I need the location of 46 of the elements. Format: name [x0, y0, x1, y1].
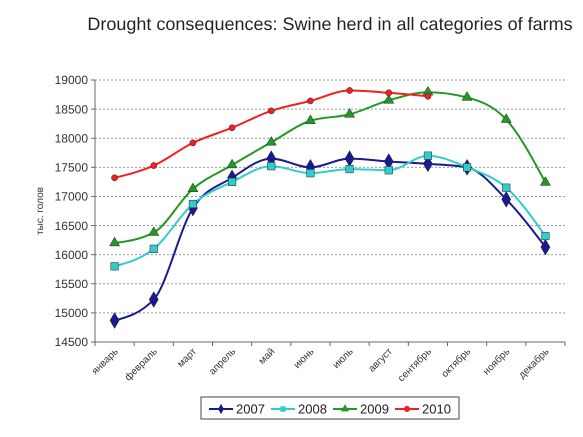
point — [150, 244, 158, 253]
point — [424, 152, 432, 160]
point — [188, 182, 198, 192]
y-tick-label: 19000 — [54, 73, 88, 88]
point — [266, 136, 277, 146]
point — [424, 92, 432, 100]
point — [541, 232, 550, 240]
y-tick-label: 17500 — [54, 160, 88, 175]
y-tick-label: 16000 — [54, 248, 88, 262]
point — [110, 262, 119, 270]
chart-title: Drought consequences: Swine herd in all categories of farms — [87, 14, 573, 34]
point — [344, 108, 355, 118]
legend-label: 2009 — [360, 402, 389, 417]
y-axis-title: тыс. голов — [35, 187, 46, 235]
point — [226, 158, 238, 168]
y-tick-label: 16500 — [54, 218, 88, 233]
point — [109, 236, 120, 246]
y-tick-label: 18500 — [54, 102, 88, 116]
point — [540, 176, 551, 186]
point — [150, 162, 158, 169]
point — [502, 184, 510, 192]
point — [267, 162, 276, 170]
point — [228, 124, 236, 132]
legend-label: 2007 — [236, 402, 265, 417]
point — [384, 166, 393, 174]
legend-label: 2008 — [298, 402, 327, 417]
x-tick-label: май — [256, 346, 278, 367]
legend-label: 2010 — [422, 402, 451, 417]
y-tick-label: 18000 — [54, 131, 88, 146]
y-tick-label: 15500 — [54, 276, 88, 291]
point — [462, 91, 472, 101]
y-tick-label: 14500 — [54, 335, 88, 350]
point — [190, 140, 196, 146]
y-tick-label: 15000 — [54, 306, 88, 320]
point — [268, 108, 275, 114]
y-tick-label: 17000 — [54, 190, 88, 204]
point — [305, 114, 316, 124]
point — [500, 114, 512, 123]
point — [307, 98, 314, 104]
point — [346, 87, 353, 94]
point — [111, 174, 118, 182]
point — [346, 165, 354, 174]
point — [148, 226, 160, 236]
point — [383, 94, 394, 104]
point — [385, 89, 392, 96]
point — [306, 169, 314, 178]
